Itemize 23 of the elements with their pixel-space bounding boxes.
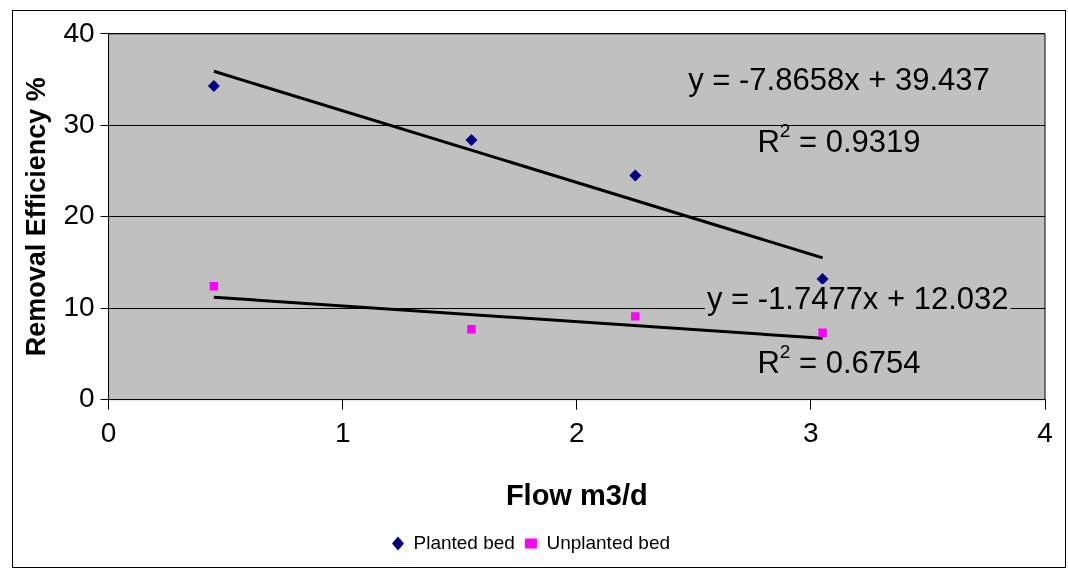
x-tick-label: 4 — [1037, 417, 1053, 449]
x-tick-label: 1 — [334, 417, 351, 449]
point — [467, 324, 476, 334]
y-tick-label: 20 — [63, 199, 95, 231]
x-tick-label: 3 — [803, 417, 819, 449]
annotation: y = -7.8658x + 39.437 — [688, 61, 990, 97]
point — [207, 79, 220, 92]
point — [631, 312, 640, 321]
legend-label: Unplanted bed — [546, 531, 671, 553]
y-axis-title: Removal Efficiency % — [20, 77, 51, 357]
y-tick-label: 30 — [63, 107, 95, 139]
point — [629, 169, 642, 182]
annotation: y = -1.7477x + 12.032 — [706, 280, 1009, 316]
x-axis-title: Flow m3/d — [505, 478, 648, 511]
y-tick-label: 10 — [63, 290, 95, 322]
point — [816, 272, 829, 285]
y-tick-label: 40 — [63, 16, 95, 48]
x-tick-label: 2 — [568, 417, 585, 449]
legend-label: Planted bed — [413, 531, 515, 553]
y-tick-label: 0 — [78, 382, 95, 414]
point — [465, 133, 478, 146]
point — [818, 328, 827, 338]
x-tick-label: 0 — [100, 417, 117, 449]
